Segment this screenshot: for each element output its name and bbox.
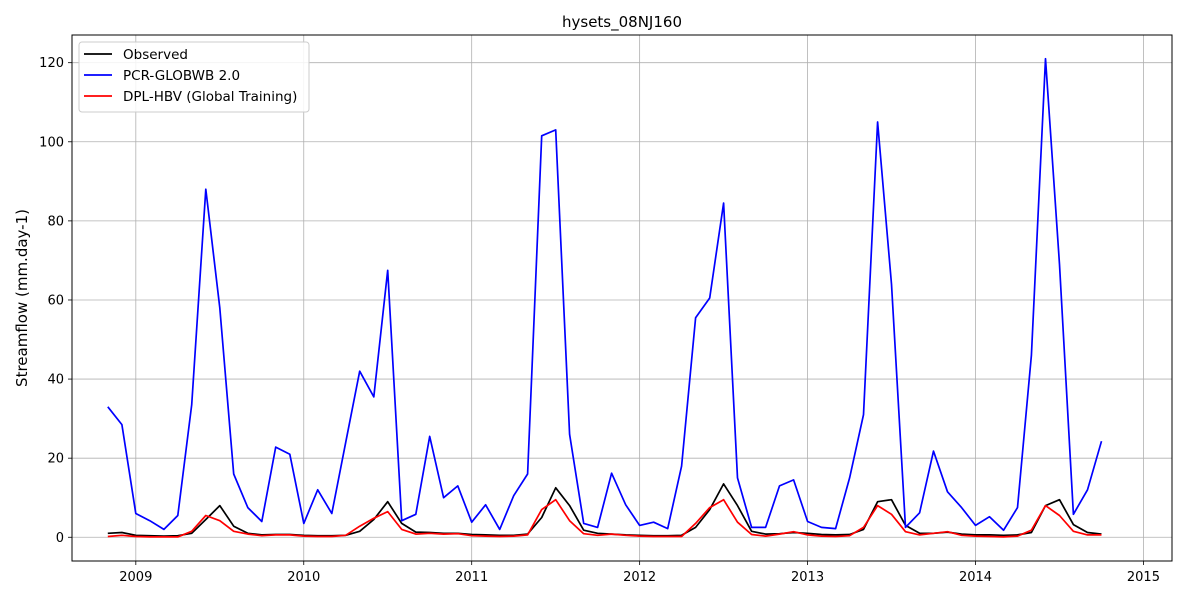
grid-lines: [72, 35, 1172, 561]
x-tick-label: 2014: [959, 570, 992, 585]
y-axis: 0 20 40 60 80 100 120: [39, 56, 72, 546]
y-axis-label: Streamflow (mm.day-1): [13, 209, 31, 387]
y-tick-label: 40: [47, 373, 64, 388]
chart-title: hysets_08NJ160: [562, 13, 682, 32]
y-tick-label: 0: [56, 531, 64, 546]
y-tick-label: 20: [47, 452, 64, 467]
x-tick-label: 2011: [455, 570, 488, 585]
x-tick-label: 2015: [1127, 570, 1160, 585]
plot-frame: [71, 34, 1173, 562]
x-axis: 2009 2010 2011 2012 2013 2014 2015: [119, 561, 1160, 585]
x-tick-label: 2010: [287, 570, 320, 585]
y-tick-label: 120: [39, 56, 64, 71]
legend-box: [78, 41, 310, 113]
plot-series: [107, 57, 1103, 538]
y-tick-label: 100: [39, 135, 64, 150]
series-line-1: [107, 57, 1103, 532]
x-tick-label: 2013: [791, 570, 824, 585]
y-tick-label: 60: [47, 293, 64, 308]
x-tick-label: 2009: [119, 570, 152, 585]
legend-label: Observed: [123, 47, 188, 63]
legend: Observed PCR-GLOBWB 2.0 DPL-HBV (Global Tr…: [78, 41, 310, 113]
x-tick-label: 2012: [623, 570, 656, 585]
legend-label: DPL-HBV (Global Training): [123, 89, 297, 105]
series-line-2: [107, 498, 1102, 538]
legend-label: PCR-GLOBWB 2.0: [123, 68, 240, 84]
y-tick-label: 80: [47, 214, 64, 229]
